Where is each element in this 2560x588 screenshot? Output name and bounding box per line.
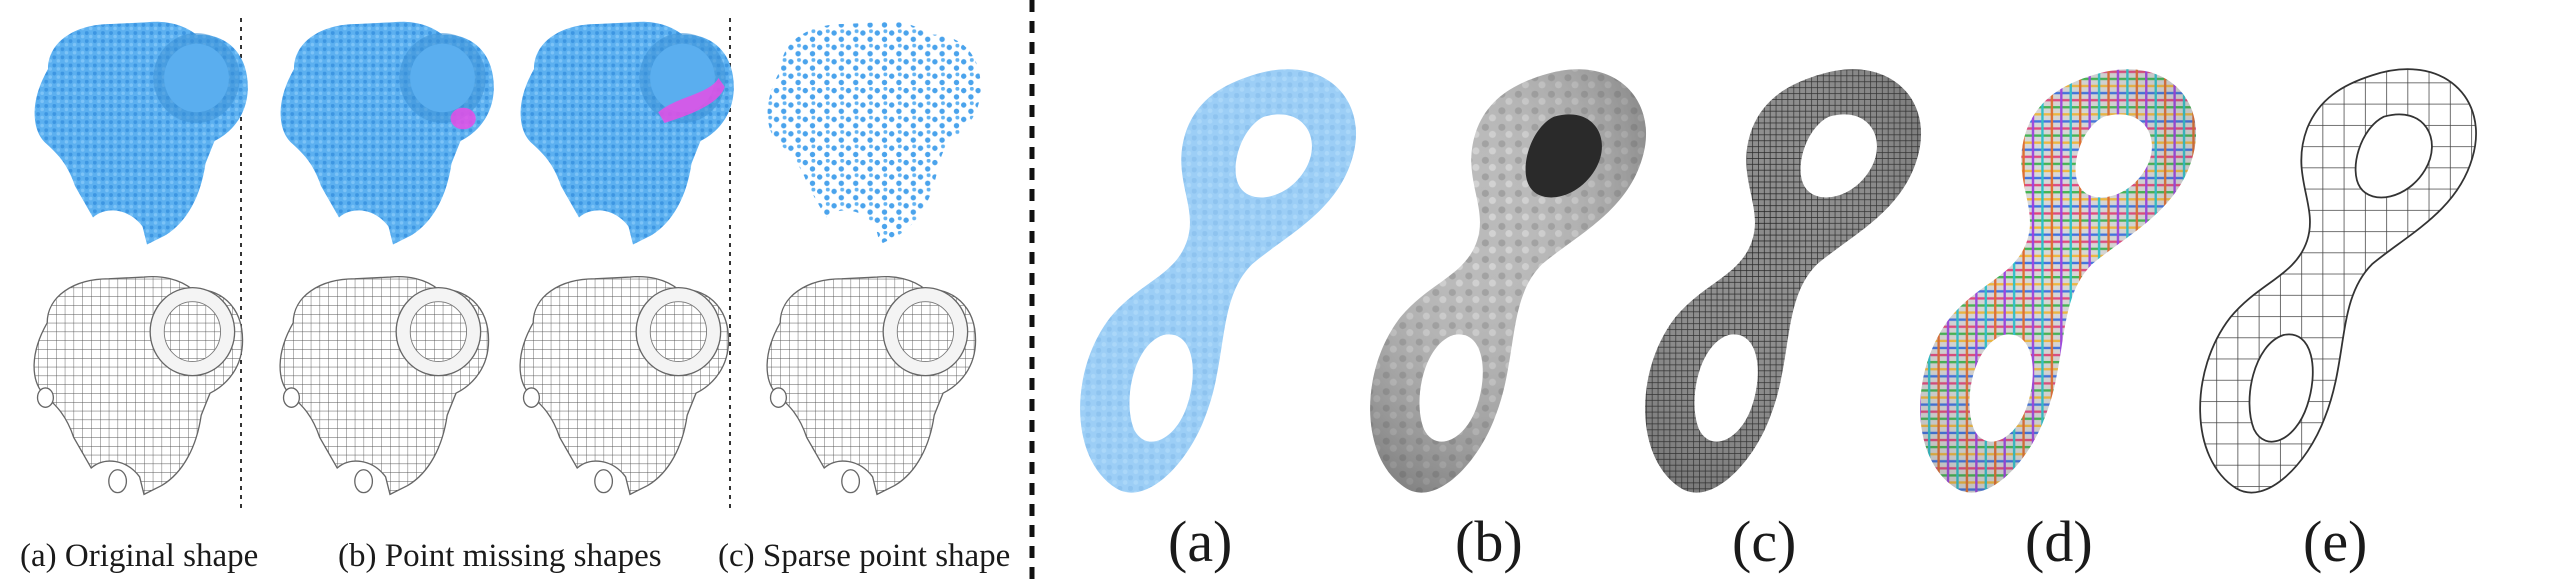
caption-original-shape: (a) Original shape: [20, 538, 259, 574]
caption-e: (e): [2303, 509, 2368, 574]
eight-field-lines: [1920, 69, 2197, 493]
caption-point-missing-shapes: (b) Point missing shapes: [338, 538, 662, 574]
point-cloud-missing-2: [520, 21, 734, 245]
caption-a: (a): [1168, 509, 1233, 574]
eight-quad-mesh: [2199, 68, 2477, 494]
caption-b: (b): [1455, 509, 1523, 574]
eight-point-cloud: [1080, 69, 1357, 493]
eight-dense-mesh: [1645, 69, 1922, 493]
eight-noisy-surface: [1370, 69, 1647, 493]
point-cloud-missing-1: [280, 21, 494, 245]
mesh-sparse: [766, 275, 977, 496]
mesh-missing-1: [279, 275, 490, 496]
caption-c: (c): [1732, 509, 1797, 574]
point-cloud-sparse: [767, 21, 981, 245]
caption-d: (d): [2025, 509, 2093, 574]
missing-region-marker: [658, 78, 725, 124]
missing-region-marker: [450, 107, 476, 130]
mesh-missing-2: [519, 275, 730, 496]
point-cloud-original: [34, 21, 248, 245]
caption-sparse-point-shape: (c) Sparse point shape: [718, 538, 1011, 574]
mesh-original: [33, 275, 244, 496]
